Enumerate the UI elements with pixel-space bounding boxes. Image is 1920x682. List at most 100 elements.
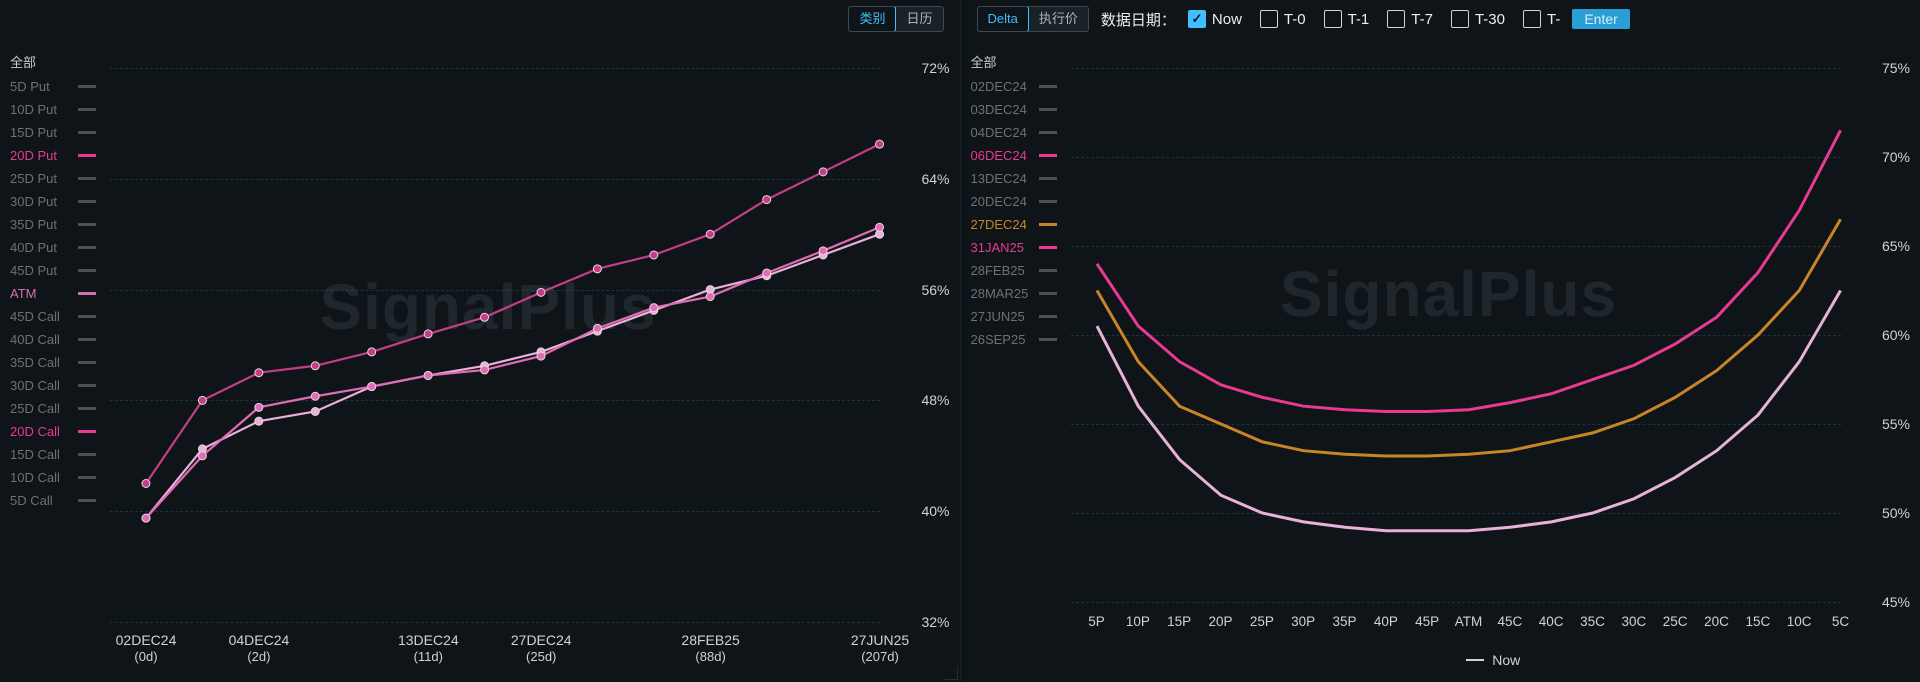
legend-swatch-icon bbox=[78, 453, 96, 456]
x-axis-tick: 25P bbox=[1250, 614, 1274, 629]
left-legend-item-5[interactable]: 30D Put bbox=[6, 190, 106, 213]
right-legend-item-6[interactable]: 27DEC24 bbox=[967, 213, 1067, 236]
legend-swatch-icon bbox=[1039, 108, 1057, 111]
right-view-toggle: Delta执行价 bbox=[977, 6, 1089, 32]
series-marker bbox=[198, 452, 206, 460]
x-axis-tick: 40C bbox=[1539, 614, 1564, 629]
left-legend-item-3[interactable]: 20D Put bbox=[6, 144, 106, 167]
right-toggle-option-1[interactable]: 执行价 bbox=[1028, 7, 1088, 31]
date-checkbox-Now[interactable]: Now bbox=[1188, 10, 1242, 28]
checkbox-icon bbox=[1324, 10, 1342, 28]
legend-swatch-icon bbox=[1039, 85, 1057, 88]
series-marker bbox=[537, 352, 545, 360]
left-legend-all[interactable]: 全部 bbox=[6, 48, 106, 75]
series-marker bbox=[876, 140, 884, 148]
legend-label: 04DEC24 bbox=[971, 125, 1027, 140]
right-legend-all[interactable]: 全部 bbox=[967, 48, 1067, 75]
legend-label: 35D Call bbox=[10, 355, 60, 370]
x-axis-tick: 45P bbox=[1415, 614, 1439, 629]
legend-swatch-icon bbox=[78, 246, 96, 249]
x-axis-tick: 25C bbox=[1663, 614, 1688, 629]
legend-swatch-icon bbox=[1039, 131, 1057, 134]
left-legend-item-13[interactable]: 30D Call bbox=[6, 374, 106, 397]
right-legend: 全部02DEC2403DEC24 04DEC24 06DEC24 13DEC24 20D… bbox=[961, 38, 1067, 682]
left-legend-item-18[interactable]: 5D Call bbox=[6, 489, 106, 512]
right-legend-item-0[interactable]: 02DEC24 bbox=[967, 75, 1067, 98]
legend-swatch-icon bbox=[78, 269, 96, 272]
left-legend-item-6[interactable]: 35D Put bbox=[6, 213, 106, 236]
legend-swatch-icon bbox=[1039, 200, 1057, 203]
left-legend-item-2[interactable]: 15D Put bbox=[6, 121, 106, 144]
left-toggle-option-0[interactable]: 类别 bbox=[848, 6, 896, 32]
x-axis-tick: 40P bbox=[1374, 614, 1398, 629]
left-legend-item-15[interactable]: 20D Call bbox=[6, 420, 106, 443]
series-marker bbox=[481, 313, 489, 321]
right-legend-item-9[interactable]: 28MAR25 bbox=[967, 282, 1067, 305]
left-legend-item-14[interactable]: 25D Call bbox=[6, 397, 106, 420]
left-toggle-option-1[interactable]: 日历 bbox=[895, 7, 942, 31]
left-legend-item-0[interactable]: 5D Put bbox=[6, 75, 106, 98]
left-legend-item-10[interactable]: 45D Call bbox=[6, 305, 106, 328]
legend-label: 15D Call bbox=[10, 447, 60, 462]
series-marker bbox=[255, 369, 263, 377]
checkbox-icon bbox=[1523, 10, 1541, 28]
date-checkbox-T1[interactable]: T-1 bbox=[1324, 10, 1370, 28]
enter-button[interactable]: Enter bbox=[1572, 9, 1629, 29]
legend-swatch-icon bbox=[78, 85, 96, 88]
legend-label: 10D Call bbox=[10, 470, 60, 485]
date-checkbox-T7[interactable]: T-7 bbox=[1387, 10, 1433, 28]
left-legend-item-17[interactable]: 10D Call bbox=[6, 466, 106, 489]
left-legend-item-7[interactable]: 40D Put bbox=[6, 236, 106, 259]
right-legend-item-5[interactable]: 20DEC24 bbox=[967, 190, 1067, 213]
series-marker bbox=[763, 269, 771, 277]
series-marker bbox=[706, 293, 714, 301]
right-legend-item-4[interactable]: 13DEC24 bbox=[967, 167, 1067, 190]
date-checkbox-T30[interactable]: T-30 bbox=[1451, 10, 1505, 28]
legend-label: 35D Put bbox=[10, 217, 57, 232]
left-legend-item-8[interactable]: 45D Put bbox=[6, 259, 106, 282]
right-legend-item-7[interactable]: 31JAN25 bbox=[967, 236, 1067, 259]
right-legend-item-2[interactable]: 04DEC24 bbox=[967, 121, 1067, 144]
left-chart[interactable]: 32%40%48%56%64%72%SignalPlus02DEC24(0d)0… bbox=[106, 38, 960, 682]
date-checkbox-T[interactable]: T- bbox=[1523, 10, 1560, 28]
series-marker bbox=[255, 403, 263, 411]
series-marker bbox=[255, 417, 263, 425]
legend-label: 13DEC24 bbox=[971, 171, 1027, 186]
series-marker bbox=[142, 514, 150, 522]
right-legend-item-3[interactable]: 06DEC24 bbox=[967, 144, 1067, 167]
left-legend-item-1[interactable]: 10D Put bbox=[6, 98, 106, 121]
legend-swatch-icon bbox=[78, 292, 96, 295]
legend-label: 06DEC24 bbox=[971, 148, 1027, 163]
legend-label: 30D Put bbox=[10, 194, 57, 209]
legend-label: 20D Call bbox=[10, 424, 60, 439]
right-chart[interactable]: 45%50%55%60%65%70%75%SignalPlus5P10P15P2… bbox=[1067, 38, 1920, 682]
legend-swatch-icon bbox=[78, 200, 96, 203]
left-legend-item-9[interactable]: ATM bbox=[6, 282, 106, 305]
right-toggle-option-0[interactable]: Delta bbox=[977, 6, 1029, 32]
series-marker bbox=[368, 383, 376, 391]
legend-label: 27DEC24 bbox=[971, 217, 1027, 232]
series-marker bbox=[537, 288, 545, 296]
date-checkbox-T0[interactable]: T-0 bbox=[1260, 10, 1306, 28]
right-legend-item-10[interactable]: 27JUN25 bbox=[967, 305, 1067, 328]
left-legend-item-11[interactable]: 40D Call bbox=[6, 328, 106, 351]
right-legend-item-8[interactable]: 28FEB25 bbox=[967, 259, 1067, 282]
series-marker bbox=[593, 324, 601, 332]
right-legend-item-1[interactable]: 03DEC24 bbox=[967, 98, 1067, 121]
checkbox-label: T-1 bbox=[1348, 11, 1370, 28]
series-marker bbox=[819, 247, 827, 255]
legend-label: 10D Put bbox=[10, 102, 57, 117]
resize-handle-icon[interactable] bbox=[944, 666, 958, 680]
x-axis-tick: 35C bbox=[1580, 614, 1605, 629]
checkbox-icon bbox=[1451, 10, 1469, 28]
x-axis-tick: 5P bbox=[1088, 614, 1105, 629]
left-legend-item-4[interactable]: 25D Put bbox=[6, 167, 106, 190]
legend-label: 5D Put bbox=[10, 79, 50, 94]
series-marker bbox=[142, 480, 150, 488]
legend-swatch-icon bbox=[78, 177, 96, 180]
x-axis-tick: 10C bbox=[1787, 614, 1812, 629]
legend-label: 28FEB25 bbox=[971, 263, 1025, 278]
left-legend-item-12[interactable]: 35D Call bbox=[6, 351, 106, 374]
left-legend-item-16[interactable]: 15D Call bbox=[6, 443, 106, 466]
right-legend-item-11[interactable]: 26SEP25 bbox=[967, 328, 1067, 351]
